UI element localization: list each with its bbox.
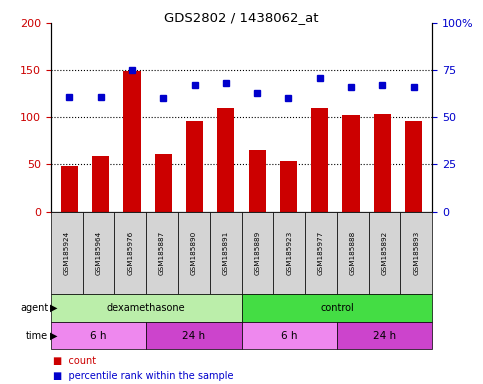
- Text: GSM185887: GSM185887: [159, 231, 165, 275]
- Bar: [155, 154, 172, 212]
- Text: dexamethasone: dexamethasone: [107, 303, 185, 313]
- Text: GSM185892: GSM185892: [382, 231, 387, 275]
- Text: GSM185889: GSM185889: [255, 231, 260, 275]
- Text: 6 h: 6 h: [281, 331, 298, 341]
- Text: ■  percentile rank within the sample: ■ percentile rank within the sample: [53, 371, 234, 381]
- Bar: [61, 166, 78, 212]
- Bar: [405, 121, 422, 212]
- Text: GSM185890: GSM185890: [191, 231, 197, 275]
- Text: 6 h: 6 h: [90, 331, 107, 341]
- Text: GSM185888: GSM185888: [350, 231, 356, 275]
- Text: ▶: ▶: [50, 303, 57, 313]
- Text: GSM185976: GSM185976: [127, 231, 133, 275]
- Bar: [186, 121, 203, 212]
- Bar: [249, 150, 266, 212]
- Text: GSM185964: GSM185964: [96, 231, 101, 275]
- Bar: [374, 114, 391, 212]
- Text: control: control: [320, 303, 354, 313]
- Text: GSM185924: GSM185924: [64, 231, 70, 275]
- Bar: [280, 161, 297, 212]
- Text: 24 h: 24 h: [373, 331, 396, 341]
- Text: agent: agent: [20, 303, 48, 313]
- Text: time: time: [26, 331, 48, 341]
- Text: GSM185923: GSM185923: [286, 231, 292, 275]
- Bar: [124, 71, 141, 212]
- Text: GSM185891: GSM185891: [223, 231, 228, 275]
- Text: GDS2802 / 1438062_at: GDS2802 / 1438062_at: [164, 12, 319, 25]
- Bar: [92, 156, 109, 212]
- Text: GSM185977: GSM185977: [318, 231, 324, 275]
- Text: GSM185893: GSM185893: [413, 231, 419, 275]
- Text: 24 h: 24 h: [182, 331, 205, 341]
- Bar: [311, 108, 328, 212]
- Bar: [342, 116, 359, 212]
- Text: ▶: ▶: [50, 331, 57, 341]
- Bar: [217, 108, 234, 212]
- Text: ■  count: ■ count: [53, 356, 96, 366]
